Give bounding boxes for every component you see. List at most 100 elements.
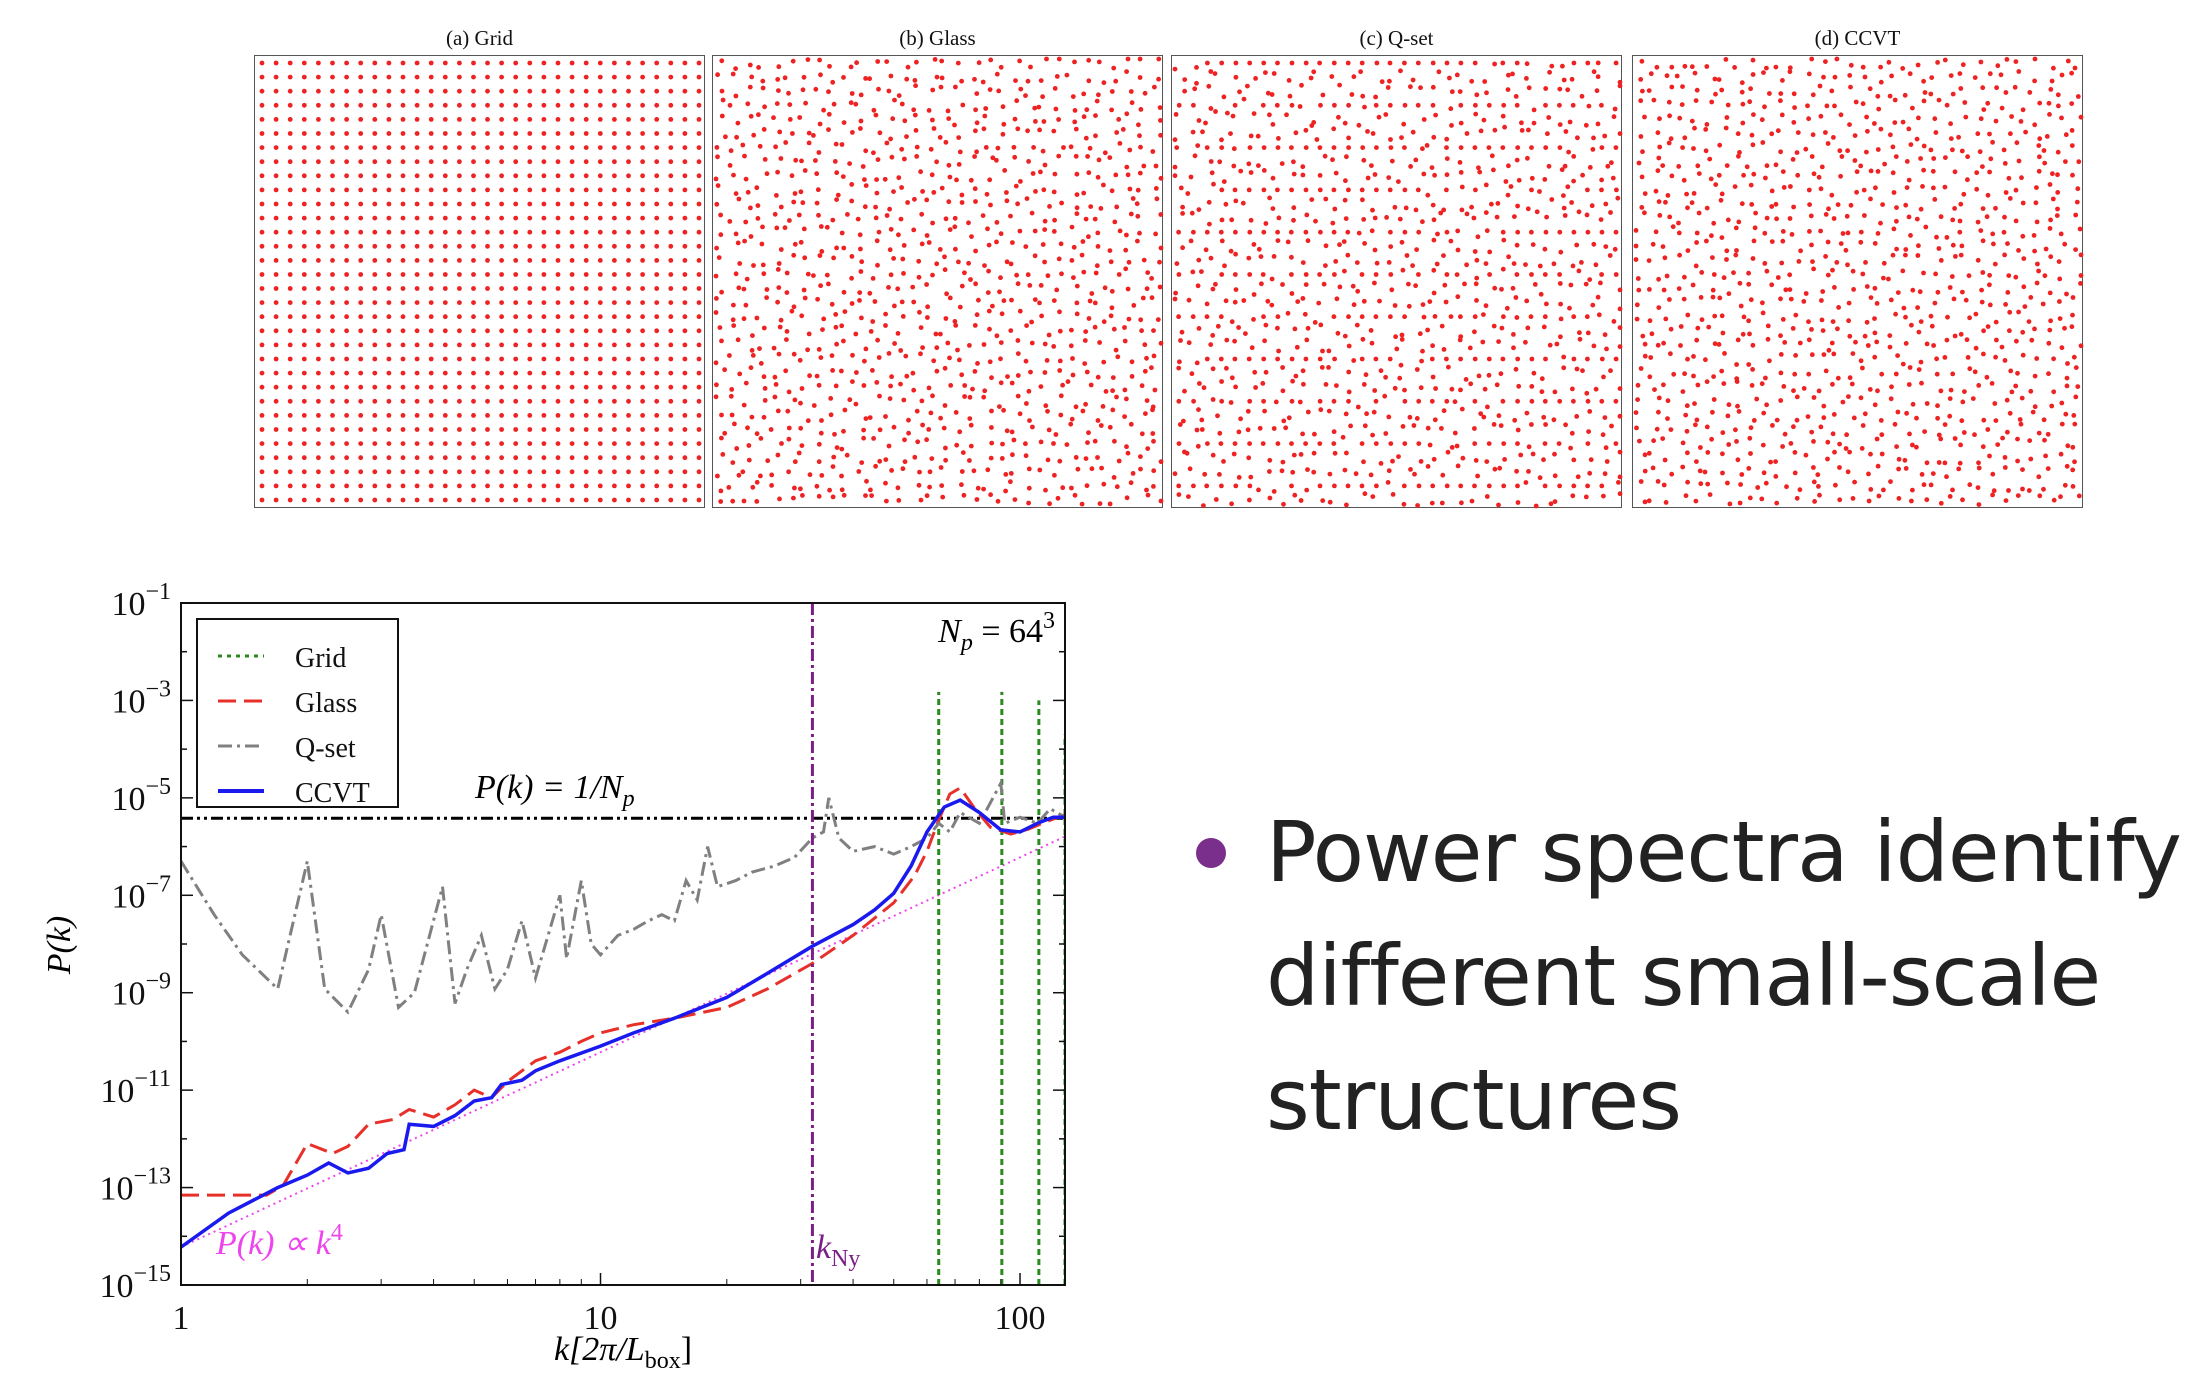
particle — [1510, 285, 1516, 291]
particle — [2008, 131, 2013, 137]
particle — [1454, 443, 1460, 449]
particle — [924, 197, 930, 203]
particle — [301, 60, 307, 66]
particle — [1190, 269, 1196, 275]
particle — [386, 300, 392, 305]
particle — [1840, 399, 1846, 405]
particle — [1587, 277, 1593, 282]
particle — [1817, 492, 1822, 498]
particle — [485, 286, 490, 291]
particle — [1349, 92, 1355, 97]
particle — [1495, 201, 1501, 206]
particle — [757, 346, 762, 351]
particle — [1109, 89, 1115, 94]
particle — [1876, 106, 1882, 112]
particle — [583, 413, 589, 418]
particle — [372, 74, 378, 80]
particle — [287, 272, 293, 277]
particle — [1280, 388, 1286, 394]
particle — [1472, 249, 1478, 254]
particle — [1717, 142, 1723, 148]
particle — [1539, 376, 1545, 382]
particle — [1011, 144, 1017, 150]
particle — [541, 328, 547, 334]
particle — [1854, 189, 1859, 195]
particle — [1616, 480, 1621, 485]
particle — [1089, 466, 1095, 472]
particle — [1924, 497, 1930, 503]
particle — [372, 102, 378, 108]
particle — [1994, 85, 1999, 91]
particle — [1746, 270, 1751, 276]
particle — [1292, 326, 1298, 332]
particle — [1684, 403, 1690, 409]
particle — [442, 356, 448, 362]
particle — [1429, 165, 1435, 170]
particle — [1826, 347, 1832, 353]
particle — [682, 117, 688, 122]
particle — [668, 328, 674, 334]
particle — [1086, 78, 1092, 84]
particle — [358, 286, 364, 291]
particle — [1245, 83, 1250, 89]
particle — [1533, 503, 1539, 509]
particle — [654, 201, 660, 207]
particle — [1229, 501, 1234, 507]
particle — [358, 74, 364, 80]
particle — [1000, 441, 1005, 447]
particle — [1150, 149, 1156, 154]
particle — [1172, 66, 1178, 72]
particle — [1617, 491, 1623, 497]
particle — [1149, 365, 1154, 371]
particle — [931, 126, 937, 131]
particle — [1638, 98, 1644, 104]
particle — [1793, 312, 1799, 318]
particle — [1252, 369, 1258, 375]
particle — [640, 427, 645, 432]
particle — [2069, 143, 2075, 148]
particle — [541, 102, 547, 108]
particle — [316, 427, 321, 432]
particle — [801, 74, 807, 80]
particle — [1070, 94, 1076, 99]
particle — [583, 201, 589, 207]
particle — [1100, 404, 1106, 409]
particle — [1074, 192, 1080, 198]
particle — [1059, 200, 1064, 206]
particle — [1557, 398, 1563, 404]
particle — [668, 117, 674, 122]
particle — [877, 130, 883, 136]
particle — [1725, 480, 1730, 486]
particle — [471, 469, 476, 475]
particle — [442, 201, 448, 207]
particle — [513, 88, 519, 94]
particle — [1231, 163, 1237, 169]
particle — [857, 290, 863, 295]
particle — [1825, 272, 1831, 278]
particle — [918, 325, 924, 330]
particle — [1124, 232, 1129, 238]
particle — [316, 173, 321, 179]
particle — [984, 191, 990, 197]
particle — [1755, 485, 1761, 490]
particle — [1584, 390, 1590, 396]
particle — [1803, 146, 1809, 152]
particle — [1868, 196, 1873, 202]
particle — [1486, 145, 1492, 150]
particle — [1693, 498, 1699, 504]
particle — [1231, 146, 1237, 152]
particle — [428, 286, 434, 291]
particle — [934, 74, 940, 80]
particle — [1178, 338, 1183, 343]
particle — [733, 93, 739, 99]
particle — [982, 263, 987, 268]
particle — [428, 229, 434, 235]
particle — [1473, 281, 1479, 287]
particle — [457, 413, 462, 418]
particle — [1896, 456, 1902, 462]
particle — [442, 455, 448, 461]
particle — [1057, 328, 1063, 334]
particle — [1369, 163, 1374, 168]
particle — [1083, 135, 1089, 141]
particle — [1934, 371, 1940, 377]
